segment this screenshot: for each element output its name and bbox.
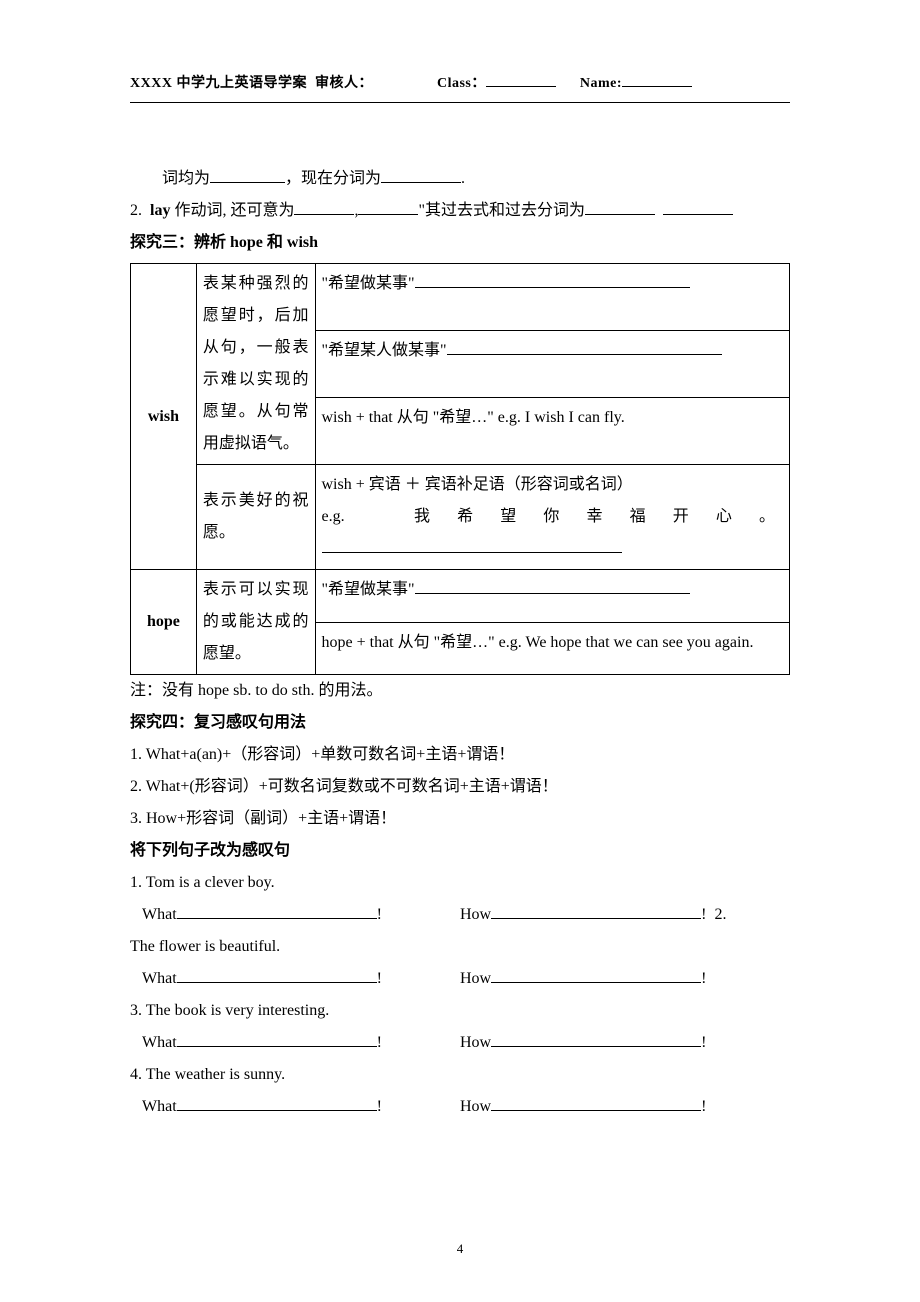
wish-r4b: 我希望你幸福开心。 [414,508,783,525]
blank[interactable] [491,905,701,919]
what-label: What [142,906,177,923]
how-label: How [460,1098,491,1115]
convert-title: 将下列句子改为感叹句 [130,835,790,867]
ex4-answers: What! How! [130,1091,790,1123]
wish-desc1: 表某种强烈的愿望时，后加从句，一般表示难以实现的愿望。从句常用虚拟语气。 [196,264,315,465]
rule-1: 1. What+a(an)+（形容词）+单数可数名词+主语+谓语！ [130,739,790,771]
blank[interactable] [491,969,701,983]
name-label: Name: [580,76,622,91]
wish-desc2: 表示美好的祝愿。 [196,465,315,570]
reviewer-label: 审核人： [315,76,373,91]
ex2-prompt: The flower is beautiful. [130,931,790,963]
blank[interactable] [322,539,622,553]
wish-r4b-pre: e.g. [322,508,345,525]
blank[interactable] [491,1097,701,1111]
blank[interactable] [177,969,377,983]
hope-row2: hope + that 从句 "希望…" e.g. We hope that w… [315,622,790,675]
page-header: XXXX 中学九上英语导学案 审核人： Class： Name: [130,70,790,103]
ex1-answers: What! How! 2. [130,899,790,931]
blank[interactable] [447,341,722,355]
wish-r1-text: "希望做某事" [322,275,415,292]
wish-row3: wish + that 从句 "希望…" e.g. I wish I can f… [315,398,790,465]
blank[interactable] [294,201,354,215]
wish-r4a: wish + 宾语 ＋ 宾语补足语（形容词或名词） [322,469,784,501]
blank[interactable] [491,1033,701,1047]
line2-a: 作动词, 还可意为 [170,202,294,219]
rule-2: 2. What+(形容词）+可数名词复数或不可数名词+主语+谓语！ [130,771,790,803]
line1-mid: ，现在分词为 [285,170,381,187]
rule-3: 3. How+形容词（副词）+主语+谓语！ [130,803,790,835]
wish-label: wish [131,264,197,570]
line1-end: . [461,170,465,187]
blank[interactable] [177,905,377,919]
ex1-prompt: 1. Tom is a clever boy. [130,867,790,899]
what-label: What [142,1098,177,1115]
line-1: 词均为 ，现在分词为. [130,163,790,195]
line1-prefix: 词均为 [162,170,210,187]
class-label: Class： [437,76,486,91]
blank[interactable] [415,274,690,288]
ex1-trail: 2. [714,906,726,923]
blank[interactable] [381,169,461,183]
hope-row1: "希望做某事" [315,570,790,623]
blank[interactable] [663,201,733,215]
ex4-prompt: 4. The weather is sunny. [130,1059,790,1091]
line2-idx: 2. [130,202,142,219]
name-blank[interactable] [622,72,692,87]
line2-lay: lay [150,202,170,219]
hope-desc: 表示可以实现的或能达成的愿望。 [196,570,315,675]
how-label: How [460,1034,491,1051]
note: 注：没有 hope sb. to do sth. 的用法。 [130,675,790,707]
wish-r2-text: "希望某人做某事" [322,342,447,359]
ex2-answers: What! How! [130,963,790,995]
wish-row2: "希望某人做某事" [315,331,790,398]
wish-row1: "希望做某事" [315,264,790,331]
section4-title: 探究四：复习感叹句用法 [130,707,790,739]
ex3-answers: What! How! [130,1027,790,1059]
school-name: XXXX 中学九上英语导学案 [130,76,307,91]
what-label: What [142,970,177,987]
line2-c: "其过去式和过去分词为 [418,202,585,219]
section3-title: 探究三：辨析 hope 和 wish [130,227,790,259]
page-number: 4 [0,1236,920,1262]
blank[interactable] [177,1033,377,1047]
line-2: 2. lay 作动词, 还可意为,"其过去式和过去分词为 [130,195,790,227]
compare-table: wish 表某种强烈的愿望时，后加从句，一般表示难以实现的愿望。从句常用虚拟语气… [130,263,790,675]
hope-label: hope [131,570,197,675]
what-label: What [142,1034,177,1051]
blank[interactable] [177,1097,377,1111]
blank[interactable] [415,580,690,594]
blank[interactable] [585,201,655,215]
how-label: How [460,970,491,987]
wish-row4: wish + 宾语 ＋ 宾语补足语（形容词或名词） e.g. 我希望你幸福开心。 [315,465,790,570]
class-blank[interactable] [486,72,556,87]
hope-r1-text: "希望做某事" [322,581,415,598]
blank[interactable] [210,169,285,183]
wish-r4b-line: e.g. 我希望你幸福开心。 [322,501,784,533]
how-label: How [460,906,491,923]
blank[interactable] [358,201,418,215]
ex3-prompt: 3. The book is very interesting. [130,995,790,1027]
